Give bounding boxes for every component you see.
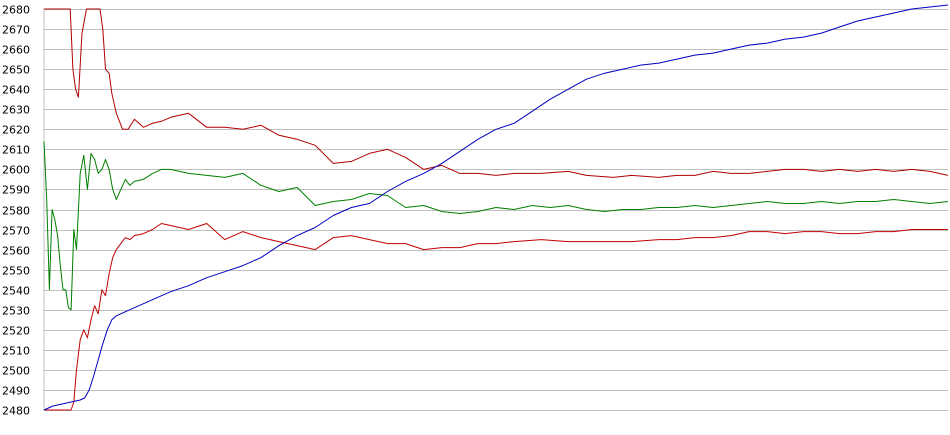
y-tick-label: 2540 (2, 285, 30, 298)
y-tick-label: 2510 (2, 345, 30, 358)
y-tick-label: 2580 (2, 205, 30, 218)
y-tick-label: 2520 (2, 325, 30, 338)
series-line-trend (43, 4, 949, 411)
y-tick-labels: 2480 2490 2500 2510 2520 2530 2540 2550 2560 2570… (2, 4, 30, 418)
y-tick-label: 2610 (2, 144, 30, 157)
y-tick-label: 2660 (2, 44, 30, 57)
series-line-lower (44, 223, 948, 411)
y-tick-label: 2630 (2, 104, 30, 117)
y-tick-label: 2640 (2, 84, 30, 97)
y-tick-label: 2650 (2, 64, 30, 77)
series-line-upper (44, 8, 949, 178)
y-tick-label: 2590 (2, 184, 30, 197)
y-tick-label: 2600 (2, 164, 30, 177)
y-tick-label: 2530 (2, 305, 30, 318)
series-line-middle (43, 141, 949, 311)
y-tick-label: 2550 (2, 265, 30, 278)
y-tick-label: 2670 (2, 24, 30, 37)
y-tick-label: 2620 (2, 124, 30, 137)
series-lines (43, 4, 949, 411)
y-tick-label: 2480 (2, 405, 30, 418)
y-tick-label: 2500 (2, 365, 30, 378)
y-tick-label: 2680 (2, 4, 30, 17)
y-tick-label: 2570 (2, 225, 30, 238)
y-tick-label: 2560 (2, 245, 30, 258)
y-tick-label: 2490 (2, 385, 30, 398)
